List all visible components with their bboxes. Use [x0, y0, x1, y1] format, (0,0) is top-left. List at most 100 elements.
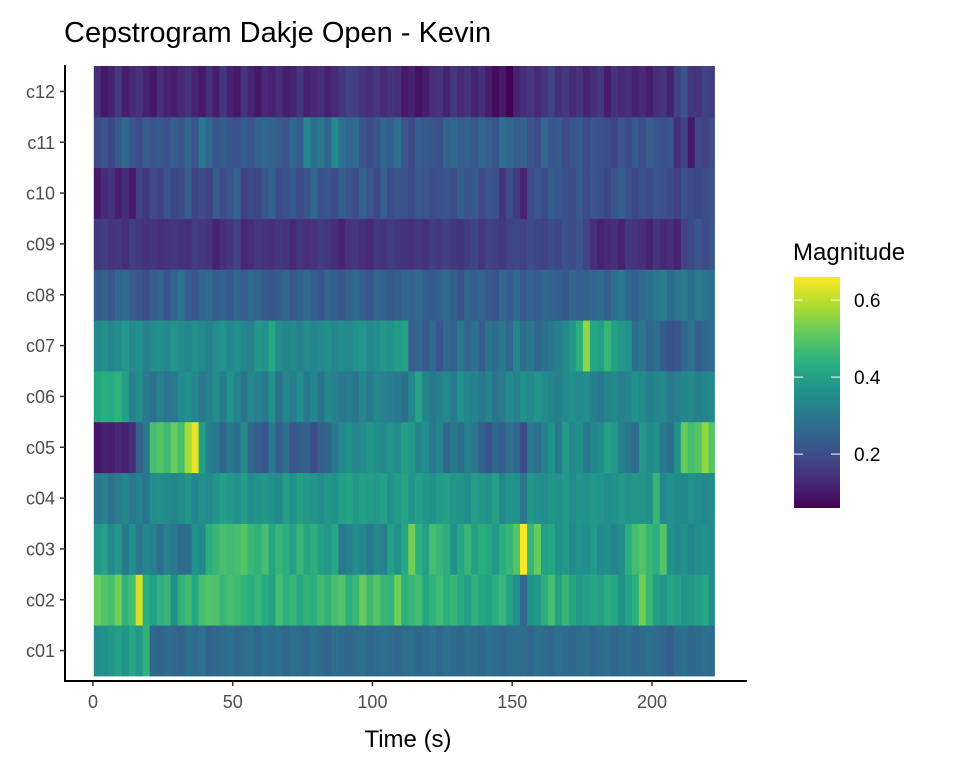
heatmap-cell	[401, 371, 409, 423]
heatmap-cell	[128, 218, 137, 270]
heatmap-cell	[673, 574, 682, 626]
heatmap-cell	[408, 218, 416, 270]
heatmap-cell	[240, 371, 249, 423]
heatmap-cell	[443, 574, 451, 626]
heatmap-cell	[149, 523, 158, 575]
heatmap-cell	[338, 371, 346, 423]
heatmap-cell	[603, 116, 612, 169]
heatmap-cell	[492, 269, 500, 321]
heatmap-cell	[673, 320, 682, 372]
heatmap-cell	[191, 371, 200, 423]
heatmap-cell	[177, 523, 186, 575]
heatmap-cell	[212, 116, 221, 169]
heatmap-cell	[575, 116, 584, 169]
heatmap-cell	[317, 523, 325, 575]
heatmap-cell	[561, 625, 570, 677]
heatmap-cell	[114, 523, 123, 575]
heatmap-cell	[443, 218, 451, 270]
heatmap-cell	[680, 320, 689, 372]
heatmap-cell	[499, 625, 507, 677]
heatmap-cell	[408, 523, 416, 575]
heatmap-cell	[478, 523, 486, 575]
heatmap-cell	[520, 371, 528, 423]
heatmap-cell	[226, 320, 235, 372]
heatmap-cell	[485, 574, 493, 626]
heatmap-cell	[603, 167, 612, 219]
heatmap-cell	[261, 371, 270, 423]
heatmap-cell	[561, 167, 570, 219]
heatmap-cell	[387, 574, 395, 626]
heatmap-cell	[596, 574, 605, 626]
heatmap-cell	[156, 472, 165, 524]
heatmap-cell	[652, 269, 661, 321]
heatmap-cell	[464, 66, 472, 118]
heatmap-cell	[128, 371, 137, 423]
heatmap-cell	[296, 472, 305, 524]
heatmap-cell	[610, 523, 619, 575]
heatmap-cell	[645, 371, 654, 423]
heatmap-cell	[659, 472, 668, 524]
heatmap-cell	[394, 66, 402, 118]
heatmap-cell	[380, 167, 388, 219]
heatmap-cell	[589, 167, 598, 219]
heatmap-cell	[457, 218, 465, 270]
heatmap-cell	[107, 269, 116, 321]
heatmap-cell	[582, 218, 591, 270]
heatmap-cell	[191, 218, 200, 270]
heatmap-cell	[680, 167, 689, 219]
heatmap-cell	[429, 421, 437, 474]
heatmap-cell	[401, 625, 409, 677]
heatmap-cell	[331, 66, 339, 118]
heatmap-cell	[205, 421, 214, 474]
heatmap-cell	[114, 371, 123, 423]
heatmap-cell	[121, 116, 130, 169]
heatmap-cell	[680, 421, 689, 474]
heatmap-cell	[373, 116, 381, 169]
heatmap-cell	[568, 218, 577, 270]
heatmap-cell	[541, 421, 549, 474]
heatmap-cell	[652, 472, 661, 524]
heatmap-cell	[666, 421, 675, 474]
heatmap-cell	[170, 116, 179, 169]
heatmap-cell	[589, 218, 598, 270]
heatmap-cell	[554, 167, 563, 219]
heatmap-cell	[673, 371, 682, 423]
heatmap-cell	[652, 218, 661, 270]
heatmap-cell	[561, 371, 570, 423]
heatmap-cell	[408, 625, 416, 677]
heatmap-cell	[638, 472, 647, 524]
heatmap-cell	[254, 574, 263, 626]
heatmap-cell	[464, 625, 472, 677]
heatmap-cell	[687, 320, 696, 372]
heatmap-cell	[547, 320, 556, 372]
heatmap-cell	[450, 320, 458, 372]
heatmap-cell	[708, 320, 715, 372]
heatmap-cell	[659, 167, 668, 219]
heatmap-cell	[324, 116, 332, 169]
heatmap-cell	[485, 66, 493, 118]
heatmap-cell	[282, 523, 291, 575]
heatmap-cell	[268, 625, 277, 677]
heatmap-cell	[135, 371, 144, 423]
heatmap-cell	[233, 269, 242, 321]
heatmap-cell	[226, 523, 235, 575]
heatmap-cell	[680, 625, 689, 677]
heatmap-cell	[275, 574, 284, 626]
heatmap-cell	[177, 574, 186, 626]
heatmap-cell	[415, 116, 423, 169]
heatmap-cell	[610, 218, 619, 270]
heatmap-cell	[450, 625, 458, 677]
heatmap-cell	[121, 421, 130, 474]
heatmap-cell	[254, 269, 263, 321]
heatmap-cell	[261, 269, 270, 321]
heatmap-cell	[603, 218, 612, 270]
heatmap-cell	[170, 269, 179, 321]
heatmap-cell	[582, 66, 591, 118]
heatmap-cell	[589, 320, 598, 372]
heatmap-cell	[457, 269, 465, 321]
heatmap-cell	[673, 116, 682, 169]
heatmap-cell	[506, 574, 514, 626]
heatmap-cell	[415, 574, 423, 626]
heatmap-cell	[492, 421, 500, 474]
heatmap-cell	[457, 116, 465, 169]
